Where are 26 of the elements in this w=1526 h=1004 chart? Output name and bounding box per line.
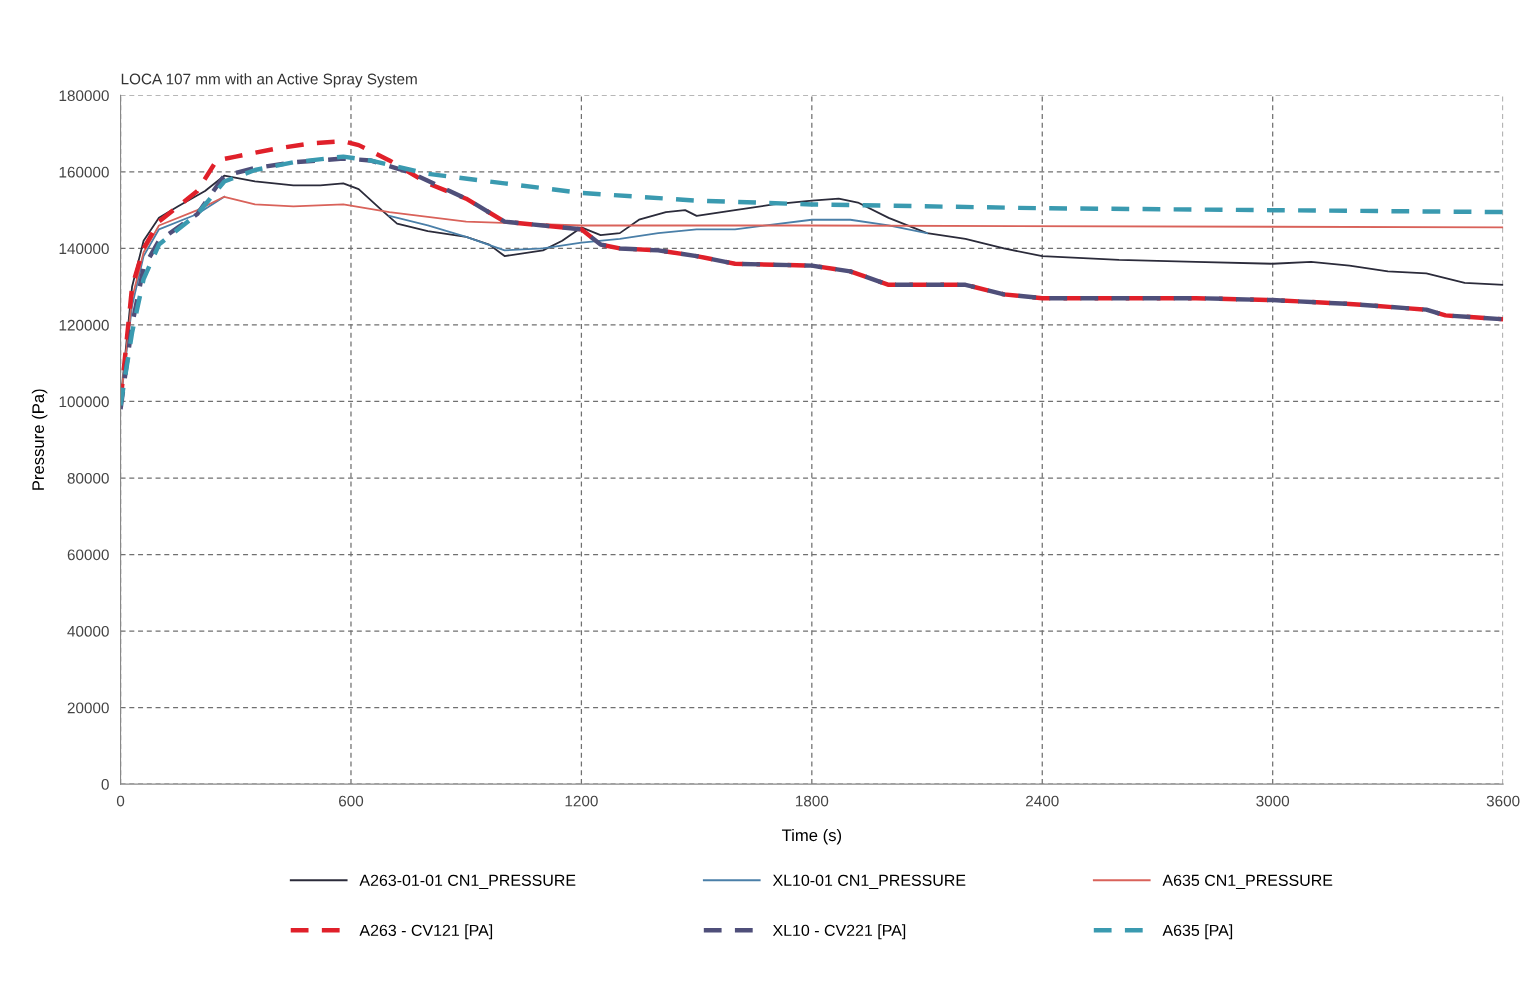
y-tick-label: 140000 xyxy=(59,243,109,255)
legend-label: A635 [PA] xyxy=(1162,924,1233,940)
x-tick-label: 600 xyxy=(339,795,364,807)
legend-label: A263-01-01 CN1_PRESSURE xyxy=(359,874,576,890)
y-tick-label: 60000 xyxy=(67,549,109,561)
legend-label: A263 - CV121 [PA] xyxy=(359,924,493,940)
legend-label: XL10 - CV221 [PA] xyxy=(772,924,906,940)
legend-label: XL10-01 CN1_PRESSURE xyxy=(772,874,966,890)
y-tick-label: 20000 xyxy=(67,702,109,714)
legend-label: A635 CN1_PRESSURE xyxy=(1162,874,1333,890)
x-tick-label: 3000 xyxy=(1256,795,1290,807)
y-tick-label: 120000 xyxy=(59,319,109,331)
x-tick-label: 1200 xyxy=(565,795,598,807)
y-tick-label: 40000 xyxy=(67,625,109,637)
y-tick-label: 100000 xyxy=(59,396,109,408)
x-tick-label: 1800 xyxy=(796,795,829,807)
y-tick-label: 180000 xyxy=(59,90,109,102)
x-tick-label: 2400 xyxy=(1026,795,1059,807)
y-tick-label: 0 xyxy=(101,778,109,790)
y-axis-title: Pressure (Pa) xyxy=(31,389,48,490)
y-tick-label: 80000 xyxy=(67,472,109,484)
x-tick-label: 0 xyxy=(116,795,125,807)
x-tick-label: 3600 xyxy=(1486,795,1520,807)
x-axis-title: Time (s) xyxy=(781,828,842,845)
chart-title: LOCA 107 mm with an Active Spray System xyxy=(121,73,417,88)
y-tick-label: 160000 xyxy=(59,166,109,178)
